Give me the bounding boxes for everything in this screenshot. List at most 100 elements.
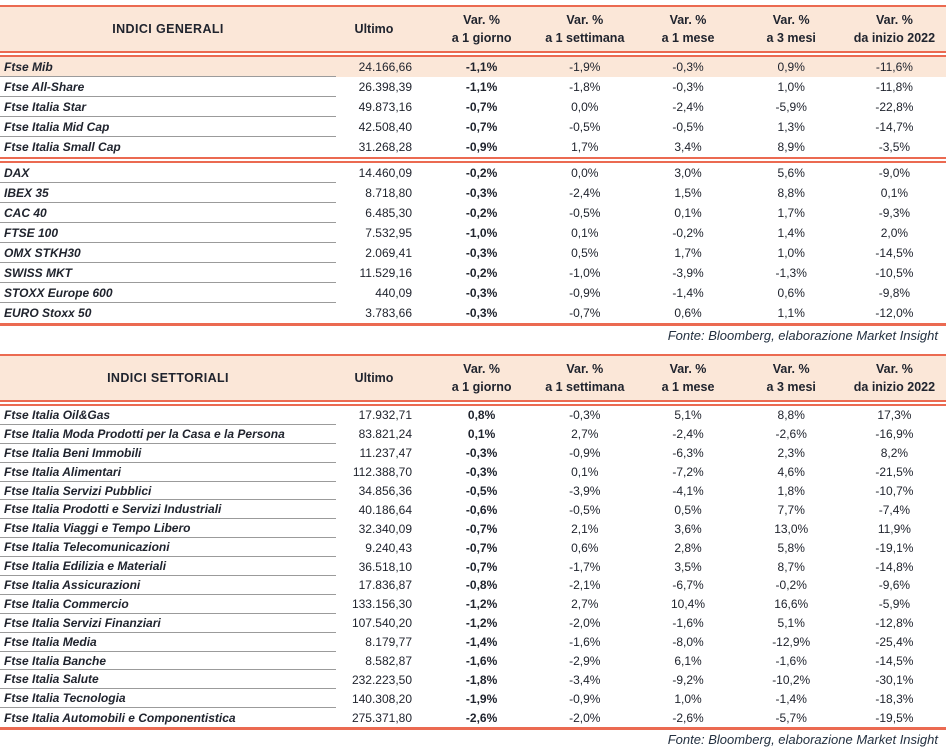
var-1day-value: -0,3% (465, 246, 498, 260)
var-3months-value: -5,7% (775, 710, 807, 725)
index-name: Ftse Italia Telecomunicazioni (0, 538, 336, 558)
var-3months-value: -1,6% (775, 654, 807, 669)
column-header-line2: da inizio 2022 (853, 379, 936, 394)
var-ytd-value: -14,5% (875, 654, 914, 669)
var-1day-value: -1,2% (465, 597, 498, 612)
column-header-line1: Var. % (669, 361, 707, 376)
var-ytd-value: -19,5% (875, 710, 914, 725)
last-value: 9.240,43 (365, 540, 412, 555)
source-note: Fonte: Bloomberg, elaborazione Market In… (667, 328, 938, 343)
var-1week-value: 0,0% (571, 166, 599, 180)
table-row: Ftse Italia Banche 8.582,87 -1,6% -2,9% … (0, 652, 946, 671)
var-1day-value: -0,5% (465, 484, 498, 498)
column-header-var-1week: Var. % a 1 settimana (533, 12, 636, 45)
var-ytd-value: -5,9% (878, 597, 911, 612)
var-1day-value: -0,3% (465, 306, 498, 320)
var-1day-value: -0,9% (465, 140, 498, 154)
var-3months-value: 1,7% (777, 206, 805, 220)
table-row: Ftse Italia Automobili e Componentistica… (0, 708, 946, 727)
var-1day-value: -0,7% (465, 100, 498, 114)
last-value: 2.069,41 (365, 246, 412, 260)
var-1week-value: -1,9% (569, 60, 601, 74)
column-header-line2: a 1 giorno (451, 379, 512, 394)
column-header-line2: a 3 mesi (766, 379, 816, 394)
column-header-line1: Var. % (669, 12, 707, 27)
var-1month-value: -8,0% (672, 635, 704, 650)
last-value: 6.485,30 (365, 206, 412, 220)
var-1day-value: -0,8% (465, 578, 498, 593)
index-name: Ftse Italia Alimentari (0, 463, 336, 482)
var-ytd-value: 11,9% (877, 521, 911, 536)
var-ytd-value: -22,8% (875, 100, 914, 114)
column-header-line2: a 1 settimana (545, 30, 625, 45)
table-row: SWISS MKT 11.529,16 -0,2% -1,0% -3,9% -1… (0, 263, 946, 283)
var-ytd-value: -25,4% (875, 635, 914, 650)
table-row: Ftse Italia Mid Cap 42.508,40 -0,7% -0,5… (0, 117, 946, 137)
var-1month-value: -7,2% (672, 465, 704, 480)
table-top-rule (0, 5, 946, 7)
var-3months-value: -2,6% (775, 427, 807, 442)
last-value: 275.371,80 (351, 710, 412, 725)
var-1day-value: -0,7% (465, 540, 498, 555)
table-row: Ftse Italia Prodotti e Servizi Industria… (0, 500, 946, 520)
column-header-line2: a 1 mese (661, 379, 715, 394)
var-3months-value: 13,0% (774, 521, 809, 536)
var-1month-value: -4,1% (672, 484, 704, 498)
table-row: EURO Stoxx 50 3.783,66 -0,3% -0,7% 0,6% … (0, 303, 946, 323)
var-1day-value: 0,1% (467, 427, 496, 442)
var-ytd-value: -14,7% (875, 120, 914, 134)
table-row: Ftse Italia Commercio 133.156,30 -1,2% 2… (0, 595, 946, 614)
var-ytd-value: 2,0% (880, 226, 909, 240)
last-value: 3.783,66 (365, 306, 412, 320)
var-1month-value: -2,6% (672, 710, 704, 725)
column-header-line1: Var. % (875, 12, 913, 27)
var-3months-value: 8,9% (777, 140, 805, 154)
var-1month-value: -0,5% (672, 120, 704, 134)
var-1week-value: -2,0% (569, 710, 601, 725)
var-1month-value: 1,5% (674, 186, 702, 200)
last-value: 11.529,16 (359, 266, 413, 280)
var-1week-value: 0,5% (571, 246, 599, 260)
table-row: Ftse Italia Tecnologia 140.308,20 -1,9% … (0, 689, 946, 709)
var-ytd-value: -9,8% (878, 286, 911, 300)
table-row: Ftse Italia Moda Prodotti per la Casa e … (0, 425, 946, 444)
var-3months-value: 5,6% (777, 166, 805, 180)
var-3months-value: -0,2% (775, 578, 807, 593)
last-value: 232.223,50 (351, 672, 412, 687)
var-1month-value: 3,0% (674, 166, 702, 180)
var-3months-value: 8,7% (777, 559, 805, 574)
column-header-line2: a 1 mese (661, 30, 715, 45)
var-3months-value: 0,6% (777, 286, 805, 300)
var-1month-value: 1,7% (674, 246, 702, 260)
column-header-var-1month: Var. % a 1 mese (636, 12, 739, 45)
last-value: 8.718,80 (365, 186, 412, 200)
var-1month-value: -6,7% (672, 578, 704, 593)
var-1month-value: 0,6% (674, 306, 702, 320)
index-name: SWISS MKT (0, 263, 336, 283)
table-row: FTSE 100 7.532,95 -1,0% 0,1% -0,2% 1,4% … (0, 223, 946, 243)
column-header-var-1day: Var. % a 1 giorno (430, 362, 533, 394)
last-value: 34.856,36 (358, 484, 412, 498)
table-row: OMX STKH30 2.069,41 -0,3% 0,5% 1,7% 1,0%… (0, 243, 946, 263)
var-1day-value: -0,2% (465, 206, 498, 220)
source-note: Fonte: Bloomberg, elaborazione Market In… (667, 732, 938, 748)
var-1week-value: -1,8% (569, 80, 601, 94)
table-row: Ftse Italia Star 49.873,16 -0,7% 0,0% -2… (0, 97, 946, 117)
index-name: Ftse Italia Servizi Finanziari (0, 614, 336, 633)
var-3months-value: 2,3% (777, 446, 805, 461)
index-name: OMX STKH30 (0, 243, 336, 263)
index-name: Ftse Italia Servizi Pubblici (0, 482, 336, 501)
last-value: 26.398,39 (358, 80, 412, 94)
var-1day-value: -1,1% (465, 60, 498, 74)
table-bottom-rule (0, 727, 946, 731)
column-header-line1: Var. % (566, 12, 604, 27)
var-1week-value: -0,5% (569, 502, 601, 517)
table-row: Ftse Italia Beni Immobili 11.237,47 -0,3… (0, 444, 946, 463)
var-1week-value: -0,3% (569, 408, 601, 423)
last-value: 17.836,87 (358, 578, 412, 593)
var-1week-value: 0,1% (571, 465, 599, 480)
var-1day-value: -1,2% (465, 616, 498, 631)
var-3months-value: 16,6% (774, 597, 809, 612)
var-ytd-value: -14,5% (875, 246, 914, 260)
var-ytd-value: -3,5% (878, 140, 911, 154)
